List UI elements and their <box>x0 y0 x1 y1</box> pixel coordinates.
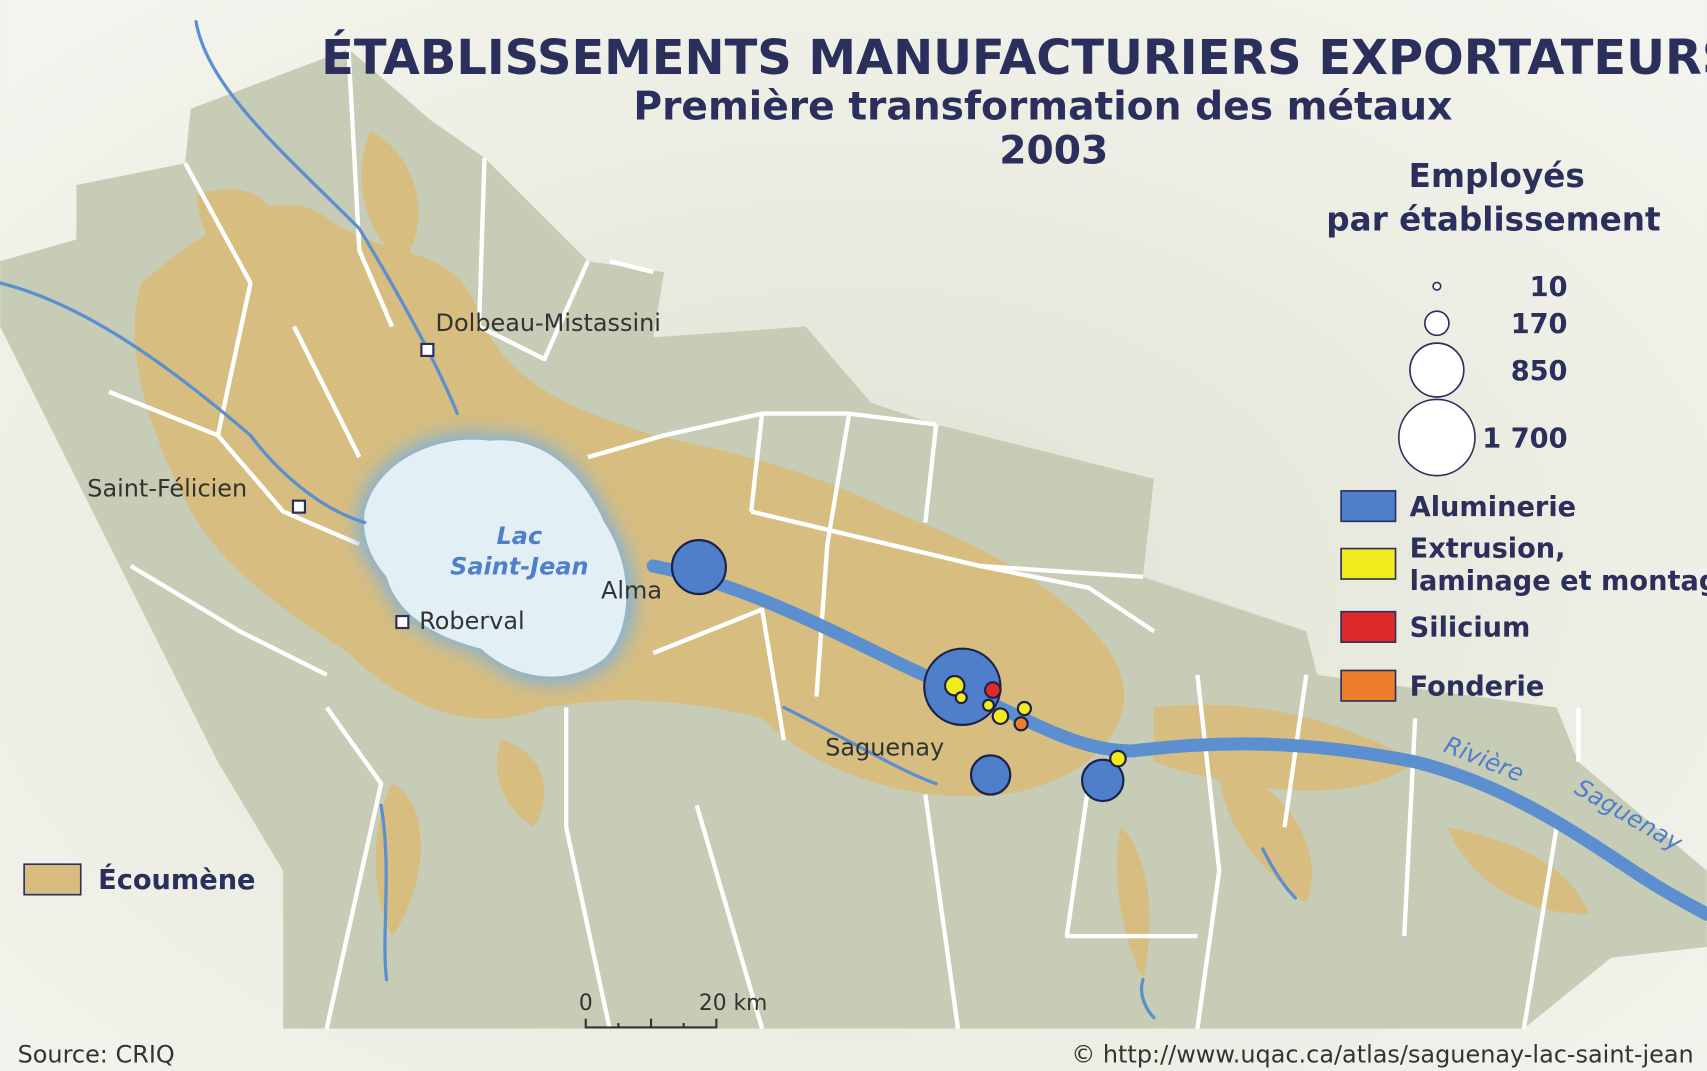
category-label: Silicium <box>1410 613 1531 644</box>
lake-label: Lac <box>497 522 543 550</box>
lake <box>363 439 627 677</box>
size-legend-circle <box>1424 310 1450 337</box>
place-label: Saint-Félicien <box>87 474 247 502</box>
year: 2003 <box>999 128 1108 173</box>
scale-bar: 0 20 km <box>579 991 767 1029</box>
place-marker <box>420 342 435 357</box>
establishment <box>1016 700 1033 717</box>
place-marker <box>291 499 307 514</box>
ecoumene-label: Écoumène <box>98 864 255 896</box>
size-legend-label: 170 <box>1511 309 1568 340</box>
category-swatch <box>1340 669 1397 702</box>
subtitle: Première transformation des métaux <box>633 85 1452 130</box>
establishment <box>991 707 1010 725</box>
credit: © http://www.uqac.ca/atlas/saguenay-lac-… <box>1071 1040 1693 1068</box>
scale-label: 0 <box>579 991 593 1016</box>
scale-label: 20 km <box>699 991 767 1016</box>
size-legend-label: 1 700 <box>1482 423 1567 454</box>
establishment <box>981 698 996 712</box>
establishment <box>1109 749 1127 768</box>
legend-title: Employés <box>1409 157 1585 195</box>
legend-title: par établissement <box>1326 201 1660 239</box>
size-legend-label: 850 <box>1511 356 1568 387</box>
size-legend-circle <box>1409 342 1465 398</box>
category-label: Aluminerie <box>1410 492 1576 523</box>
title-block: ÉTABLISSEMENTS MANUFACTURIERS EXPORTATEU… <box>321 29 1707 173</box>
establishment <box>943 674 966 697</box>
establishment <box>954 691 968 705</box>
size-legend-circle <box>1397 398 1476 477</box>
establishment <box>1080 758 1125 803</box>
ecoumene-swatch <box>23 863 82 896</box>
place-label: Dolbeau-Mistassini <box>436 309 661 337</box>
source: Source: CRIQ <box>18 1040 175 1068</box>
lake-label: Saint-Jean <box>450 553 588 581</box>
establishments <box>670 539 1127 803</box>
establishment <box>983 681 1002 699</box>
establishment <box>1013 716 1029 732</box>
category-swatch <box>1340 490 1397 523</box>
place-label: Alma <box>601 577 662 605</box>
size-legend-circle <box>1432 281 1442 291</box>
region <box>0 20 1707 1030</box>
title: ÉTABLISSEMENTS MANUFACTURIERS EXPORTATEU… <box>321 29 1707 86</box>
category-label: laminage et montage <box>1410 566 1707 597</box>
size-legend-label: 10 <box>1530 272 1568 303</box>
establishment <box>670 539 727 596</box>
category-label: Extrusion, <box>1410 533 1566 564</box>
category-swatch <box>1340 610 1397 643</box>
place-label: Saguenay <box>825 733 944 761</box>
category-swatch <box>1340 547 1397 580</box>
place-marker <box>395 614 410 630</box>
establishment <box>969 754 1012 796</box>
place-label: Roberval <box>419 607 524 635</box>
category-label: Fonderie <box>1410 671 1545 702</box>
